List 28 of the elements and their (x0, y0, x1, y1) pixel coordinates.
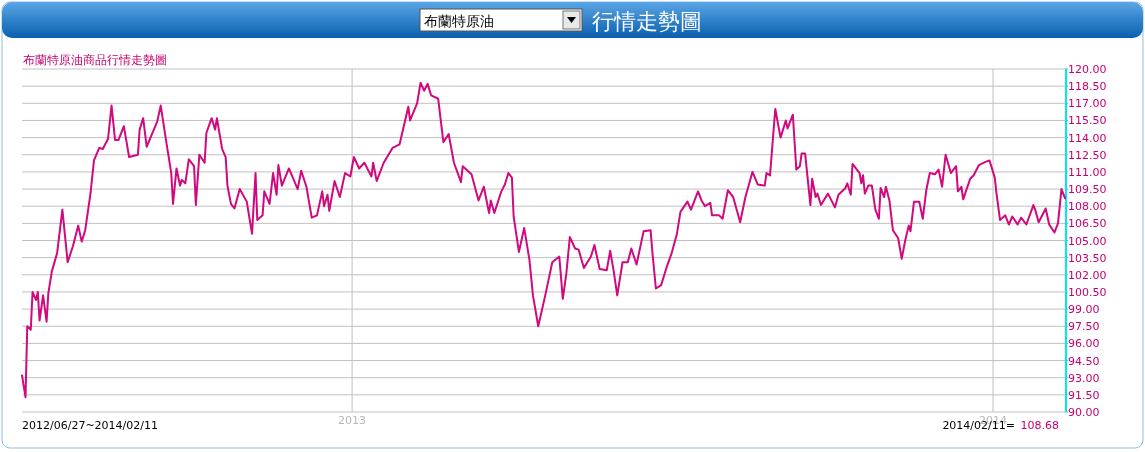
x-tick-label: 2013 (338, 414, 367, 427)
line-series (21, 81, 1066, 399)
y-tick-label: 99.00 (1068, 303, 1100, 317)
y-tick-label: 102.00 (1068, 268, 1107, 282)
y-tick-label: 94.50 (1068, 354, 1100, 368)
y-tick-label: 96.00 (1068, 337, 1100, 351)
text: 布蘭特原油 (424, 13, 494, 29)
chart-subtitle: 布蘭特原油商品行情走勢圖 (23, 53, 167, 67)
chart-title: 行情走勢圖 (592, 9, 702, 34)
y-tick-label: 111.00 (1068, 165, 1107, 179)
y-tick-label: 117.00 (1068, 97, 1107, 111)
y-tick-label: 93.00 (1068, 371, 1100, 385)
y-tick-label: 91.50 (1068, 388, 1100, 402)
y-tick-label: 106.50 (1068, 217, 1107, 231)
y-tick-label: 114.00 (1068, 131, 1107, 145)
y-tick-label: 109.50 (1068, 183, 1107, 197)
y-tick-label: 103.50 (1068, 251, 1107, 265)
y-tick-label: 112.50 (1068, 148, 1107, 162)
y-tick-label: 90.00 (1068, 406, 1100, 419)
text: 108.68 (1020, 419, 1059, 432)
text: 2012/06/27~2014/02/11 (22, 419, 159, 432)
y-tick-label: 118.50 (1068, 80, 1107, 94)
y-tick-label: 120.00 (1068, 63, 1107, 76)
y-tick-label: 108.00 (1068, 200, 1107, 214)
y-tick-label: 97.50 (1068, 320, 1100, 334)
y-tick-label: 100.50 (1068, 285, 1107, 299)
y-tick-label: 115.50 (1068, 114, 1107, 128)
y-tick-label: 105.00 (1068, 234, 1107, 248)
